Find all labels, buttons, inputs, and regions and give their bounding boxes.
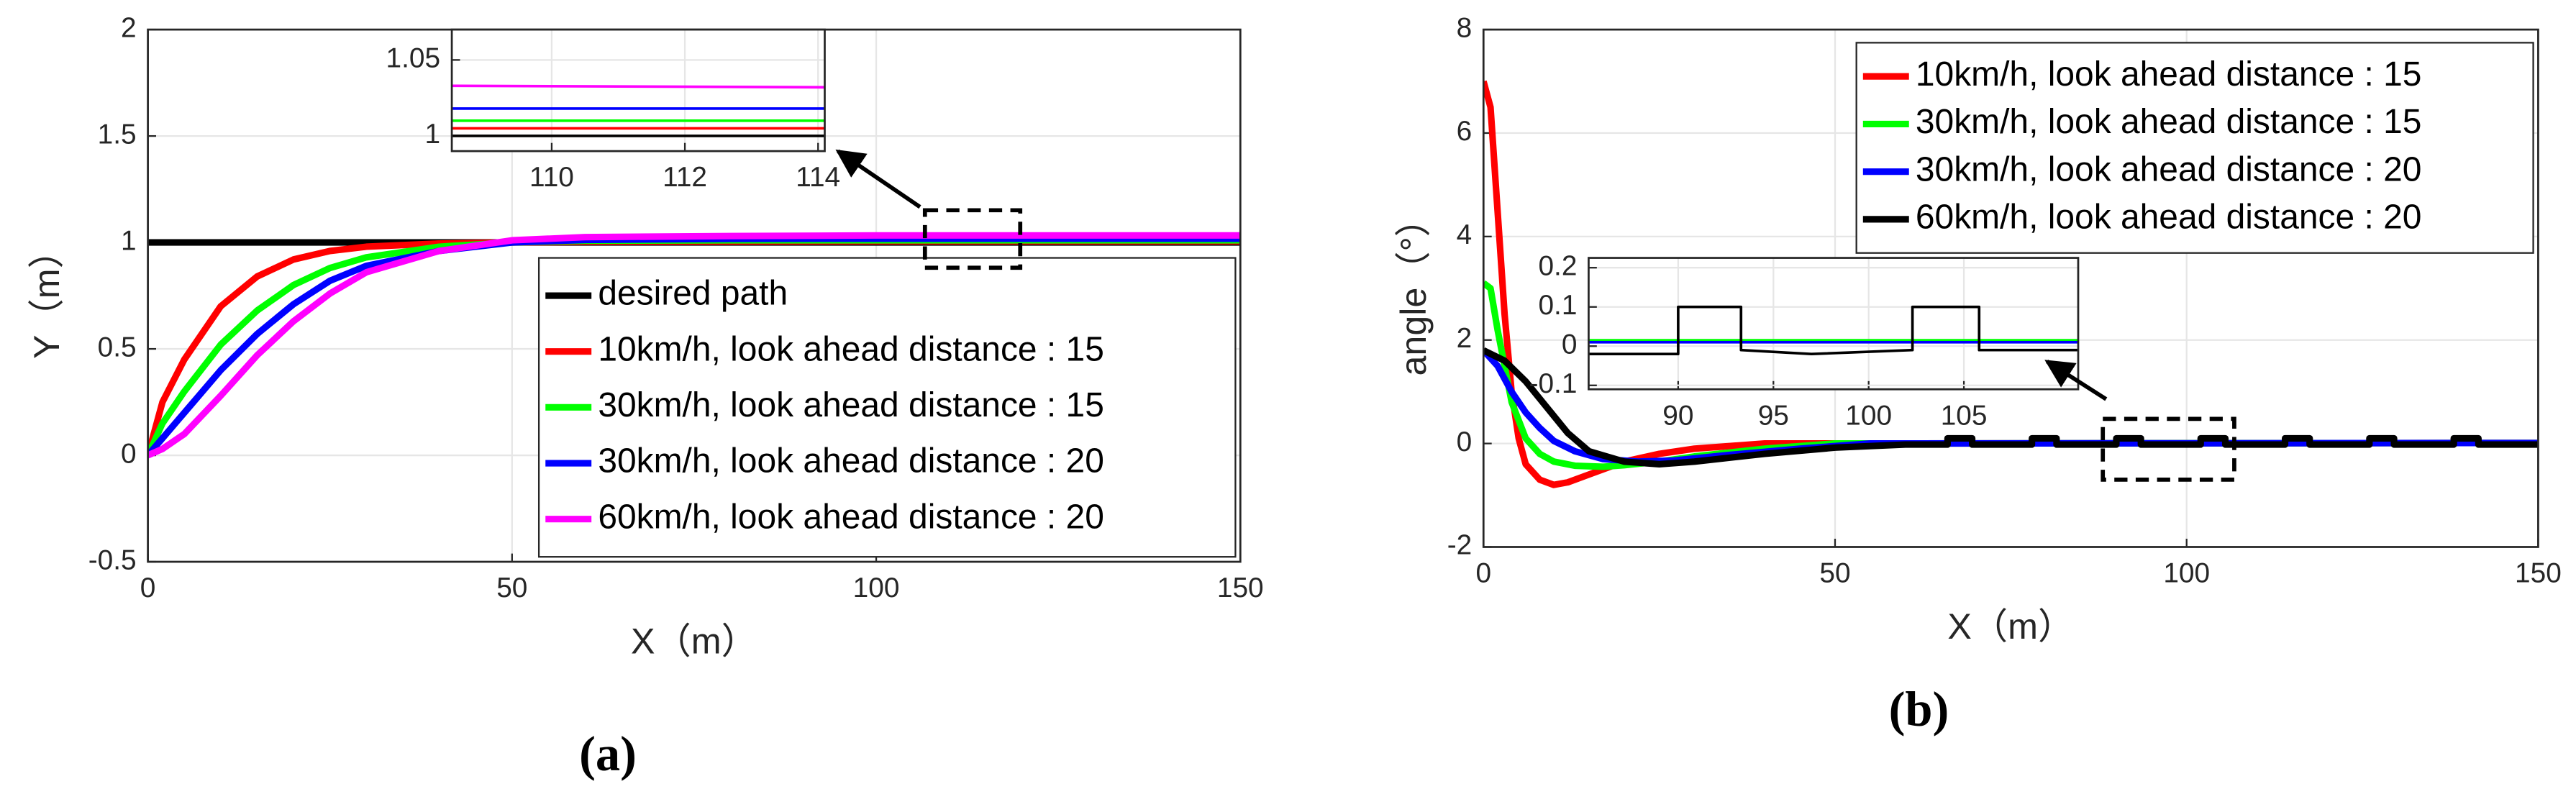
line-chart: 110 112 114 1 1.05 xyxy=(386,28,840,193)
y-tick-label: 0 xyxy=(1562,329,1578,360)
y-tick-label: 0 xyxy=(1457,427,1473,457)
y-tick-label: 1 xyxy=(121,225,137,256)
zoom-box xyxy=(922,208,1023,270)
x-tick-label: 100 xyxy=(2163,558,2210,589)
y-tick-label: -0.1 xyxy=(1529,368,1578,399)
series-line xyxy=(1483,347,2539,468)
y-tick-label: 2 xyxy=(121,12,137,43)
legend-label: 30km/h, look ahead distance : 20 xyxy=(598,442,1104,480)
legend-label: 10km/h, look ahead distance : 15 xyxy=(1916,55,2422,94)
series-line xyxy=(1483,80,2539,488)
x-tick-label: 90 xyxy=(1662,400,1693,431)
y-tick-label: 1 xyxy=(424,119,440,150)
y-tick-label: 4 xyxy=(1457,219,1473,250)
y-axis-label: Y（m） xyxy=(27,232,67,359)
x-tick-label: 100 xyxy=(853,573,900,603)
legend-box xyxy=(537,257,1237,558)
legend: 10km/h, look ahead distance : 15 30km/h, … xyxy=(1855,42,2534,254)
x-tick-label: 0 xyxy=(1475,558,1491,589)
y-tick-label: 8 xyxy=(1457,12,1473,43)
x-tick-label: 95 xyxy=(1758,400,1789,431)
zoom-box xyxy=(2101,416,2236,482)
y-tick-label: -0.5 xyxy=(88,544,137,575)
y-tick-label: -2 xyxy=(1447,530,1473,561)
legend-box xyxy=(1855,42,2534,254)
y-axis-label: angle（°） xyxy=(1393,201,1434,375)
x-tick-label: 110 xyxy=(529,162,574,193)
plot-area xyxy=(1588,257,2078,390)
axes-frame xyxy=(450,28,826,152)
panel-label: (a) xyxy=(579,726,637,781)
x-axis-label: X（m） xyxy=(1947,606,2074,647)
x-tick-label: 150 xyxy=(1217,573,1264,603)
x-axis-label: X（m） xyxy=(631,621,757,661)
legend-label: 60km/h, look ahead distance : 20 xyxy=(598,498,1104,536)
y-tick-label: 1.5 xyxy=(98,119,137,150)
y-tick-label: 2 xyxy=(1457,323,1473,354)
axes-frame xyxy=(1588,257,2080,391)
y-tick-label: 6 xyxy=(1457,116,1473,147)
x-tick-label: 112 xyxy=(663,162,707,193)
legend-label: 30km/h, look ahead distance : 20 xyxy=(1916,150,2422,188)
y-tick-label: 0.5 xyxy=(98,332,137,363)
legend: desired path 10km/h, look ahead distance … xyxy=(537,257,1237,558)
series-line xyxy=(147,232,1241,459)
axes-frame xyxy=(1482,28,2539,548)
series-line xyxy=(1588,305,2078,355)
y-tick-label: 1.05 xyxy=(386,43,441,74)
x-tick-label: 114 xyxy=(796,162,840,193)
legend-label: 30km/h, look ahead distance : 15 xyxy=(1916,103,2422,141)
x-tick-label: 100 xyxy=(1845,400,1892,431)
zoom-arrow xyxy=(2044,360,2108,401)
legend-label: 30km/h, look ahead distance : 15 xyxy=(598,386,1104,424)
legend-label: 10km/h, look ahead distance : 15 xyxy=(598,330,1104,368)
x-tick-label: 150 xyxy=(2515,558,2562,589)
series-line xyxy=(452,84,825,89)
panel-label: (b) xyxy=(1889,682,1949,737)
line-chart: 90 95 100 105 -0.1 0 0.1 0.2 xyxy=(1529,250,2080,431)
y-tick-label: 0.2 xyxy=(1538,250,1577,281)
legend-label: desired path xyxy=(598,275,788,313)
y-tick-label: 0 xyxy=(121,438,137,469)
y-tick-label: 0.1 xyxy=(1538,290,1577,321)
x-tick-label: 0 xyxy=(140,573,156,603)
x-tick-label: 50 xyxy=(496,573,527,603)
legend-label: 60km/h, look ahead distance : 20 xyxy=(1916,199,2422,237)
plot-area xyxy=(452,29,825,152)
x-tick-label: 105 xyxy=(1941,400,1988,431)
x-tick-label: 50 xyxy=(1819,558,1850,589)
zoom-arrow xyxy=(835,149,921,209)
